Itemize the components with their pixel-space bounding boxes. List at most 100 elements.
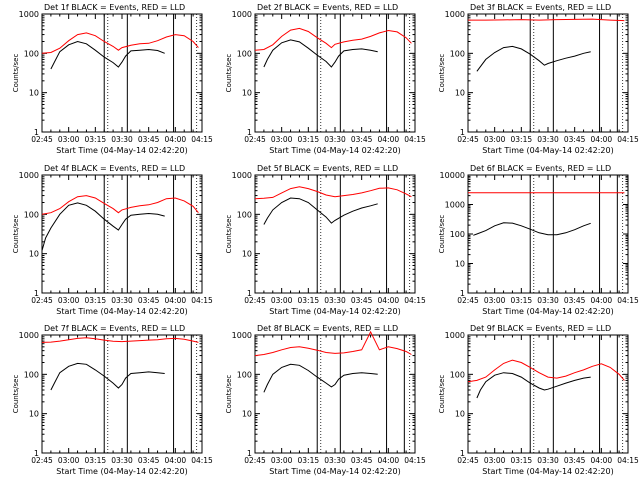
x-axis-label: Start Time (04-May-14 02:42:20) [56, 146, 187, 155]
panel-title: Det 2f BLACK = Events, RED = LLD [257, 3, 398, 12]
events-series-line [50, 362, 165, 391]
x-tick-label: 03:30 [324, 456, 346, 465]
x-axis-label: Start Time (04-May-14 02:42:20) [482, 146, 613, 155]
y-tick-label: 10 [242, 250, 252, 259]
events-series-line [476, 372, 591, 399]
x-tick-label: 03:00 [271, 296, 293, 305]
detector-panel: Det 8f BLACK = Events, RED = LLD 1 10 100 10… [225, 324, 426, 476]
detector-panel: Det 6f BLACK = Events, RED = LLD 1 10 100 10… [438, 164, 639, 316]
events-series-line [50, 40, 165, 70]
x-tick-label: 03:45 [138, 296, 160, 305]
detector-panel: Det 2f BLACK = Events, RED = LLD 1 10 100 10… [225, 3, 426, 155]
x-axis-label: Start Time (04-May-14 02:42:20) [482, 467, 613, 476]
y-tick-label: 10 [242, 410, 252, 419]
x-tick-label: 03:00 [58, 296, 80, 305]
x-tick-label: 04:15 [404, 456, 426, 465]
lld-series-line [41, 337, 199, 343]
x-tick-label: 04:00 [378, 456, 400, 465]
y-tick-label: 1000 [445, 201, 465, 210]
x-tick-label: 03:30 [537, 456, 559, 465]
x-tick-label: 04:00 [378, 135, 400, 144]
x-tick-label: 03:30 [537, 135, 559, 144]
plot-frame [41, 334, 203, 454]
y-tick-label: 1 [247, 289, 252, 298]
y-tick-label: 1000 [232, 171, 252, 180]
lld-series-line [254, 27, 412, 51]
x-tick-label: 03:15 [298, 456, 320, 465]
y-tick-label: 1 [460, 289, 465, 298]
y-tick-label: 10 [455, 260, 465, 269]
x-tick-label: 02:45 [457, 135, 479, 144]
y-tick-label: 100 [24, 370, 39, 379]
x-tick-label: 03:45 [351, 296, 373, 305]
y-tick-label: 100 [237, 49, 252, 58]
lld-series-line [254, 186, 412, 200]
y-tick-label: 100 [237, 210, 252, 219]
y-tick-label: 100 [237, 370, 252, 379]
x-tick-label: 04:00 [591, 296, 613, 305]
y-tick-label: 100 [24, 49, 39, 58]
x-tick-label: 04:15 [191, 456, 213, 465]
x-tick-label: 03:15 [85, 135, 107, 144]
x-tick-label: 03:15 [85, 456, 107, 465]
detector-panel: Det 4f BLACK = Events, RED = LLD 1 10 100 10… [12, 164, 213, 316]
panel-title: Det 9f BLACK = Events, RED = LLD [470, 324, 611, 333]
x-tick-label: 03:30 [111, 296, 133, 305]
x-tick-label: 04:15 [617, 135, 639, 144]
y-axis-label: Counts/sec [225, 375, 233, 414]
x-tick-label: 02:45 [457, 296, 479, 305]
y-axis-label: Counts/sec [12, 54, 20, 93]
x-tick-label: 04:15 [404, 296, 426, 305]
y-tick-label: 100 [24, 210, 39, 219]
y-axis-label: Counts/sec [438, 215, 446, 254]
x-axis-label: Start Time (04-May-14 02:42:20) [269, 307, 400, 316]
lld-series-line [41, 195, 199, 215]
plot-frame [467, 13, 629, 133]
x-tick-label: 03:15 [511, 296, 533, 305]
y-axis-label: Counts/sec [12, 215, 20, 254]
detector-panel: Det 5f BLACK = Events, RED = LLD 1 10 100 10… [225, 164, 426, 316]
plot-frame [41, 174, 203, 294]
x-tick-label: 04:00 [165, 456, 187, 465]
y-tick-label: 1000 [19, 171, 39, 180]
y-tick-label: 10 [455, 89, 465, 98]
x-tick-label: 03:45 [564, 456, 586, 465]
x-tick-label: 03:45 [351, 135, 373, 144]
x-tick-label: 03:00 [271, 135, 293, 144]
x-tick-label: 02:45 [31, 456, 53, 465]
y-tick-label: 10 [29, 89, 39, 98]
y-tick-label: 10 [242, 89, 252, 98]
events-series-line [263, 39, 378, 68]
y-tick-label: 10 [29, 410, 39, 419]
lld-series-line [254, 330, 412, 357]
y-tick-label: 1 [34, 449, 39, 458]
x-tick-label: 03:30 [324, 296, 346, 305]
y-tick-label: 1000 [19, 331, 39, 340]
y-axis-label: Counts/sec [225, 54, 233, 93]
x-tick-label: 02:45 [457, 456, 479, 465]
plot-frame [254, 13, 416, 133]
x-axis-label: Start Time (04-May-14 02:42:20) [56, 307, 187, 316]
x-tick-label: 03:00 [271, 456, 293, 465]
y-tick-label: 10000 [440, 171, 465, 180]
x-tick-label: 03:30 [324, 135, 346, 144]
y-tick-label: 100 [450, 49, 465, 58]
events-series-line [41, 202, 165, 251]
x-tick-label: 03:30 [537, 296, 559, 305]
y-tick-label: 1 [34, 289, 39, 298]
detector-panel: Det 9f BLACK = Events, RED = LLD 1 10 100 10… [438, 324, 639, 476]
y-tick-label: 100 [450, 370, 465, 379]
x-tick-label: 02:45 [244, 456, 266, 465]
y-tick-label: 1000 [445, 10, 465, 19]
panel-title: Det 4f BLACK = Events, RED = LLD [44, 164, 185, 173]
x-tick-label: 03:45 [564, 296, 586, 305]
y-axis-label: Counts/sec [225, 215, 233, 254]
x-tick-label: 04:00 [165, 296, 187, 305]
y-tick-label: 1 [460, 449, 465, 458]
panel-title: Det 6f BLACK = Events, RED = LLD [470, 164, 611, 173]
y-tick-label: 100 [450, 230, 465, 239]
x-tick-label: 03:45 [138, 135, 160, 144]
x-tick-label: 04:15 [617, 456, 639, 465]
plot-frame [41, 13, 203, 133]
panel-title: Det 7f BLACK = Events, RED = LLD [44, 324, 185, 333]
